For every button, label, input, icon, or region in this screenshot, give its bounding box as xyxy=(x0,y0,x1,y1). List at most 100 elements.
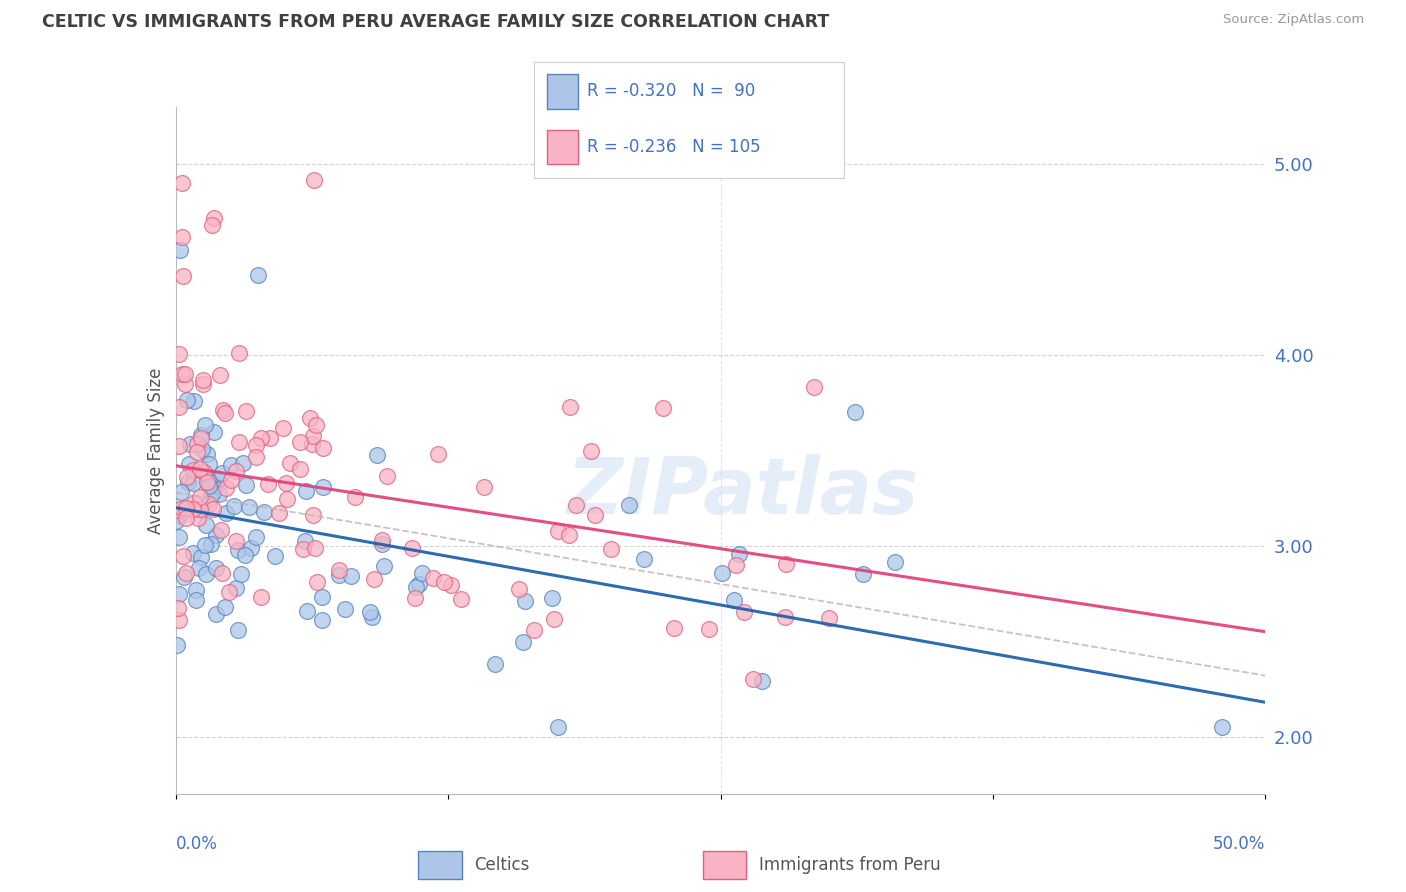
Point xyxy=(172,549,194,564)
Point xyxy=(167,600,190,615)
Point xyxy=(190,549,212,564)
Point xyxy=(558,527,581,541)
Point xyxy=(191,377,214,392)
Point xyxy=(304,541,326,555)
Point xyxy=(427,447,450,461)
Point xyxy=(232,456,254,470)
Text: R = -0.320   N =  90: R = -0.320 N = 90 xyxy=(586,82,755,101)
Point xyxy=(188,491,211,505)
Point xyxy=(271,420,294,434)
Point xyxy=(172,268,194,283)
Point xyxy=(186,436,208,450)
Point xyxy=(228,435,250,450)
Point xyxy=(775,609,797,624)
Point xyxy=(440,578,463,592)
Point xyxy=(512,635,534,649)
Point xyxy=(181,546,204,560)
Point xyxy=(366,448,388,462)
Point xyxy=(226,543,249,558)
Bar xyxy=(547,74,578,109)
Point xyxy=(245,438,267,452)
Point xyxy=(167,439,190,453)
Point xyxy=(250,431,273,445)
Point xyxy=(292,541,315,556)
Point xyxy=(169,531,191,545)
Point xyxy=(197,478,219,492)
Point xyxy=(190,431,212,445)
Point xyxy=(169,347,191,361)
Point xyxy=(375,468,398,483)
Point xyxy=(245,530,267,544)
Point xyxy=(181,462,204,476)
Point xyxy=(523,623,546,637)
Point xyxy=(221,473,243,487)
Point xyxy=(208,368,231,382)
Point xyxy=(803,380,825,394)
Point xyxy=(173,569,195,583)
Point xyxy=(228,623,250,637)
Point xyxy=(219,458,242,472)
Point xyxy=(245,450,267,465)
Point xyxy=(373,559,395,574)
Point xyxy=(852,567,875,582)
Point xyxy=(233,548,256,562)
Point xyxy=(191,373,214,387)
Point xyxy=(302,508,325,523)
Point xyxy=(170,484,193,499)
Point xyxy=(205,561,228,575)
Point xyxy=(187,510,209,524)
Text: CELTIC VS IMMIGRANTS FROM PERU AVERAGE FAMILY SIZE CORRELATION CHART: CELTIC VS IMMIGRANTS FROM PERU AVERAGE F… xyxy=(42,13,830,31)
Point xyxy=(363,573,385,587)
Point xyxy=(278,456,301,470)
Point xyxy=(174,377,197,392)
Point xyxy=(183,394,205,409)
Point xyxy=(188,462,211,476)
Point xyxy=(193,465,215,479)
Point xyxy=(214,406,236,420)
Point xyxy=(371,537,394,551)
Point xyxy=(884,556,907,570)
Point xyxy=(167,587,190,601)
Text: 50.0%: 50.0% xyxy=(1213,835,1265,853)
Bar xyxy=(703,851,747,879)
Point xyxy=(183,476,205,491)
Point xyxy=(276,491,298,506)
Point xyxy=(184,593,207,607)
Bar xyxy=(419,851,461,879)
Point xyxy=(404,591,426,606)
Point xyxy=(305,417,328,432)
Point xyxy=(298,410,321,425)
Point xyxy=(295,603,318,617)
Point xyxy=(205,528,228,542)
Point xyxy=(195,518,218,533)
Point xyxy=(311,613,333,627)
Point xyxy=(335,602,357,616)
Point xyxy=(240,541,263,555)
Point xyxy=(181,501,204,516)
Point xyxy=(176,511,198,525)
Point xyxy=(312,442,335,456)
Point xyxy=(225,464,247,478)
Point xyxy=(202,425,225,440)
Point xyxy=(727,547,749,561)
Point xyxy=(186,582,208,597)
Point xyxy=(176,393,198,408)
Point xyxy=(328,568,350,582)
Point xyxy=(699,622,721,636)
Point xyxy=(172,229,194,244)
Point xyxy=(179,437,201,451)
Text: 0.0%: 0.0% xyxy=(176,835,218,853)
Point xyxy=(558,400,581,414)
Point xyxy=(188,561,211,575)
Point xyxy=(405,580,427,594)
Point xyxy=(751,674,773,689)
Point xyxy=(188,501,211,516)
Point xyxy=(177,475,200,490)
Point xyxy=(288,435,311,450)
Point xyxy=(166,638,188,652)
Point xyxy=(411,566,433,581)
Point xyxy=(450,592,472,607)
Point xyxy=(844,405,866,419)
Bar xyxy=(547,129,578,164)
Point xyxy=(235,478,257,492)
